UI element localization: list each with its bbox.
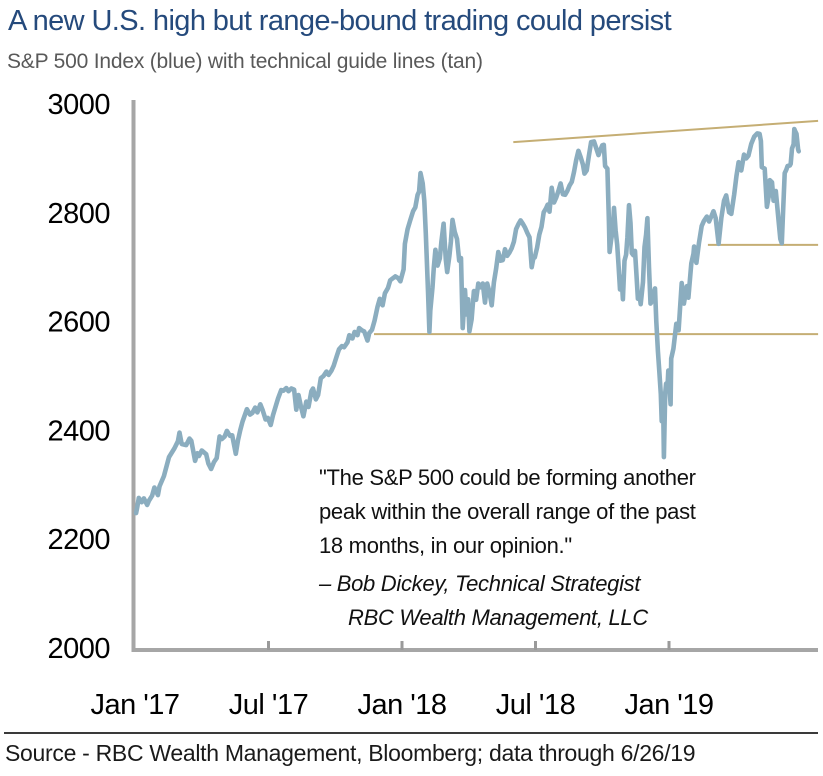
y-tick-label: 2800 (47, 198, 110, 230)
page-title: A new U.S. high but range-bound trading … (8, 5, 672, 37)
quote-line: 18 months, in our opinion." (319, 533, 572, 558)
quote-line: "The S&P 500 could be forming another (319, 465, 696, 490)
quote-attribution-firm: RBC Wealth Management, LLC (348, 605, 648, 630)
x-axis-tick-marks (267, 641, 671, 650)
source-divider (4, 732, 818, 734)
quote-line: peak within the overall range of the pas… (319, 499, 696, 524)
page-subtitle: S&P 500 Index (blue) with technical guid… (7, 50, 483, 73)
x-tick-label: Jul '17 (229, 689, 308, 721)
quote-annotation: "The S&P 500 could be forming another pe… (319, 461, 696, 635)
y-tick-label: 2400 (47, 415, 110, 447)
x-tick-label: Jan '18 (357, 689, 446, 721)
y-axis-tick-labels: 3000 2800 2600 2400 2200 2000 (47, 89, 110, 665)
x-axis-tick-labels: Jan '17 Jul '17 Jan '18 Jul '18 Jan '19 (90, 689, 714, 721)
y-tick-label: 3000 (47, 89, 110, 121)
sp500-series-line (133, 126, 801, 516)
x-tick-label: Jul '18 (496, 689, 575, 721)
tan-guide-lines (374, 119, 819, 336)
y-tick-label: 2200 (47, 524, 110, 556)
y-tick-label: 2600 (47, 307, 110, 339)
quote-attribution-name: – Bob Dickey, Technical Strategist (319, 571, 641, 596)
x-tick-label: Jan '17 (90, 689, 179, 721)
source-note: Source - RBC Wealth Management, Bloomber… (5, 740, 696, 766)
rising-resistance-trendline (513, 119, 819, 144)
x-tick-label: Jan '19 (624, 689, 713, 721)
y-tick-label: 2000 (47, 633, 110, 665)
